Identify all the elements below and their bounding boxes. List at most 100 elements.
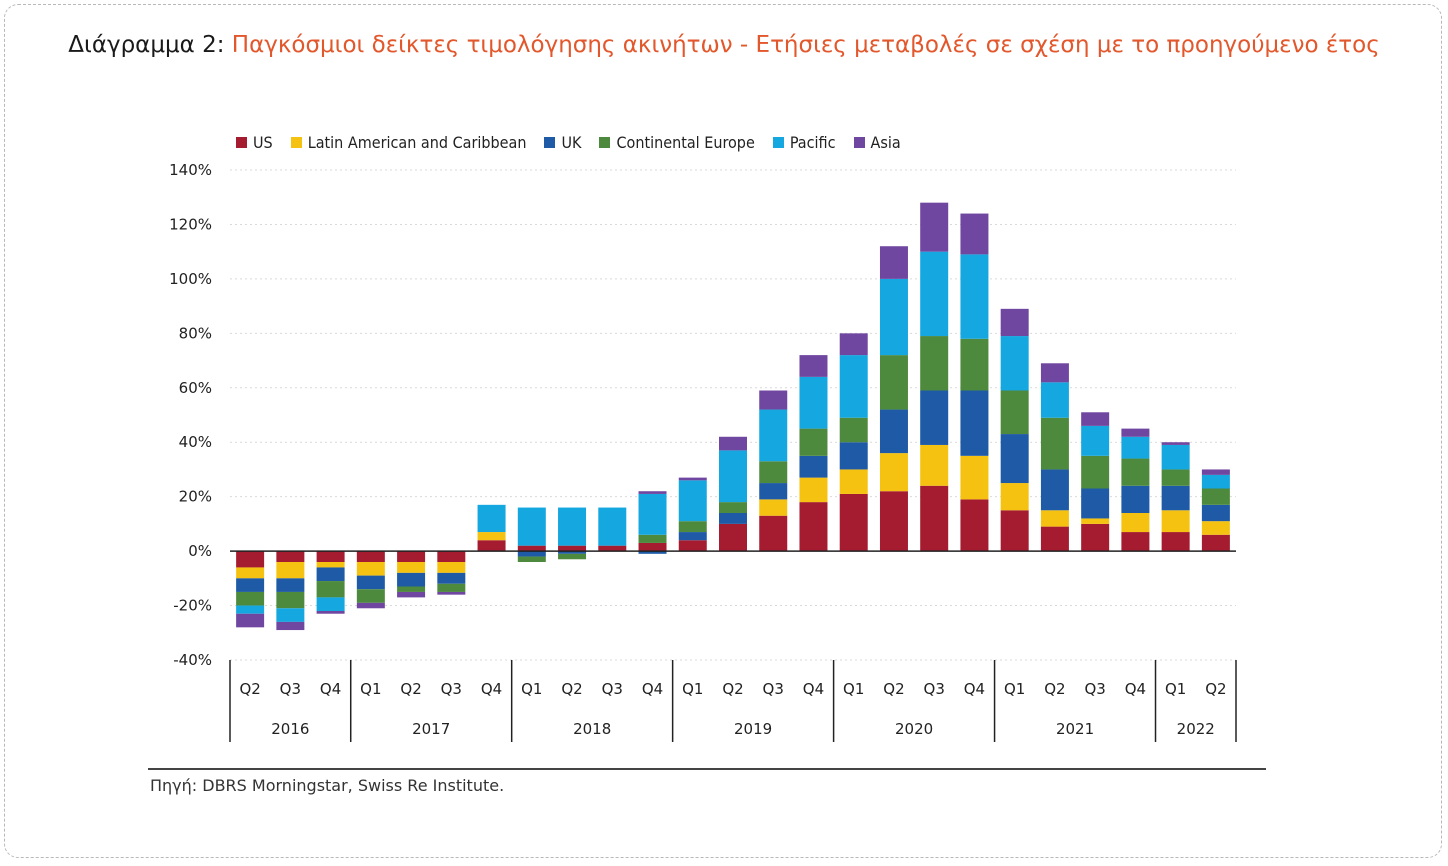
bar-segment <box>1161 510 1190 533</box>
x-tick-label: Q1 <box>360 680 381 698</box>
bar-segment <box>236 567 265 579</box>
bar-segment <box>678 540 707 552</box>
x-tick-label: Q3 <box>1084 680 1105 698</box>
x-tick-label: Q4 <box>481 680 502 698</box>
bar-segment <box>1121 532 1150 552</box>
x-tick-label: Q4 <box>803 680 824 698</box>
bar-segment <box>236 613 265 628</box>
bar-segment <box>276 562 305 579</box>
bar-segment <box>356 562 385 576</box>
bar-segment <box>759 515 788 552</box>
bar-segment <box>1161 485 1190 511</box>
bar-segment <box>517 556 546 562</box>
bar-segment <box>1000 434 1029 484</box>
bar-segment <box>1121 458 1150 486</box>
x-tick-label: Q2 <box>722 680 743 698</box>
legend-item: Continental Europe <box>599 133 755 152</box>
bar-segment <box>1201 534 1230 552</box>
bar-segment <box>477 540 506 552</box>
bar-segment <box>678 521 707 533</box>
x-tick-label: Q3 <box>441 680 462 698</box>
year-label: 2020 <box>895 720 933 738</box>
bar-segment <box>638 542 667 552</box>
x-tick-label: Q3 <box>602 680 623 698</box>
bar-segment <box>356 589 385 603</box>
x-tick-label: Q1 <box>682 680 703 698</box>
bar-segment <box>397 591 426 598</box>
chart-legend: US Latin American and Caribbean UK Continen… <box>236 130 919 154</box>
bar-segment <box>799 502 828 552</box>
x-tick-label: Q4 <box>642 680 663 698</box>
bar-segment <box>960 338 989 391</box>
bar-segment <box>316 567 345 582</box>
bar-segment <box>1081 518 1110 524</box>
bar-segment <box>719 513 747 524</box>
bar-segment <box>477 504 506 533</box>
x-tick-label: Q1 <box>1165 680 1186 698</box>
bar-segment <box>517 551 546 557</box>
bar-segment <box>517 545 546 552</box>
year-label: 2019 <box>734 720 772 738</box>
bar-segment <box>920 444 949 486</box>
title-prefix: Διάγραμμα 2: <box>68 32 225 58</box>
bar-segment <box>879 246 908 279</box>
legend-item: Latin American and Caribbean <box>290 133 526 152</box>
bar-segment <box>598 507 627 546</box>
bar-segment <box>759 390 788 410</box>
bar-segment <box>678 477 707 481</box>
legend-swatch <box>599 136 611 148</box>
bar-segment <box>1081 412 1110 426</box>
bar-segment <box>1201 469 1230 475</box>
bar-segment <box>839 493 868 552</box>
year-label: 2017 <box>412 720 450 738</box>
bar-segment <box>276 578 305 592</box>
bar-segment <box>1201 474 1230 489</box>
legend-item: Asia <box>853 133 901 152</box>
bar-segment <box>960 390 989 456</box>
bar-segment <box>1081 455 1110 489</box>
x-tick-label: Q4 <box>320 680 341 698</box>
bar-segment <box>799 355 828 377</box>
bar-segment <box>397 551 426 562</box>
bar-segment <box>1121 436 1150 459</box>
bar-segment <box>1040 526 1069 552</box>
bar-segment <box>1081 488 1110 519</box>
bar-segment <box>437 572 466 584</box>
bar-segment <box>879 453 908 492</box>
x-tick-label: Q1 <box>1004 680 1025 698</box>
bar-segment <box>1000 483 1029 511</box>
bar-segment <box>1161 469 1190 486</box>
bar-segment <box>1201 488 1230 505</box>
x-tick-label: Q1 <box>521 680 542 698</box>
y-tick-label: 40% <box>179 433 212 451</box>
bar-segment <box>759 483 788 500</box>
bar-segment <box>236 578 265 592</box>
bar-segment <box>719 450 747 503</box>
bar-segment <box>1081 523 1110 552</box>
bar-segment <box>356 551 385 562</box>
bar-segment <box>558 545 587 552</box>
legend-label: Pacific <box>789 132 836 152</box>
legend-item: Pacific <box>772 132 836 152</box>
bar-segment <box>638 551 667 554</box>
bar-segment <box>1161 532 1190 552</box>
x-tick-label: Q4 <box>964 680 985 698</box>
bar-segment <box>397 572 426 587</box>
x-tick-label: Q3 <box>763 680 784 698</box>
bar-segment <box>638 493 667 535</box>
bar-segment <box>879 278 908 356</box>
bar-segment <box>879 409 908 454</box>
bar-segment <box>920 202 949 252</box>
y-tick-label: 140% <box>169 161 212 179</box>
bar-segment <box>799 376 828 429</box>
bar-segment <box>437 591 466 595</box>
bar-segment <box>719 502 747 513</box>
bar-segment <box>316 551 345 562</box>
bar-segment <box>920 251 949 337</box>
bar-segment <box>799 477 828 503</box>
bar-segment <box>638 534 667 543</box>
bar-segment <box>920 390 949 445</box>
bar-segment <box>558 553 587 560</box>
y-tick-label: 60% <box>179 379 212 397</box>
